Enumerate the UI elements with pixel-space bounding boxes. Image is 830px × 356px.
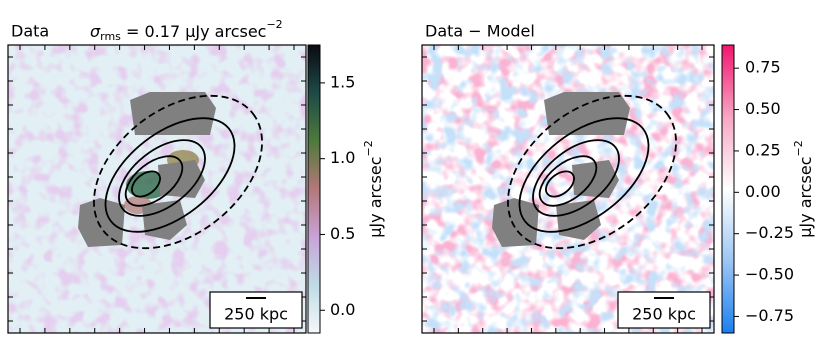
scale-label: 250 kpc xyxy=(632,305,696,324)
mask-region xyxy=(158,160,205,198)
noise-neg xyxy=(422,45,714,333)
contour xyxy=(545,170,575,198)
subscript: rms xyxy=(100,30,121,43)
colorbar-tick-label: 0.0 xyxy=(330,300,355,319)
symbol: σ xyxy=(90,22,101,41)
colorbar-tick-label: 0.00 xyxy=(745,182,781,201)
mask-region xyxy=(492,198,539,247)
mask-region xyxy=(130,92,216,135)
superscript: −2 xyxy=(792,140,805,156)
label-text: μJy arcsec xyxy=(796,156,815,237)
contour xyxy=(93,94,263,250)
colorbar-tick-label: 0.25 xyxy=(745,140,781,159)
colorbar-tick-label: −0.50 xyxy=(745,265,794,284)
image xyxy=(422,45,714,333)
contour xyxy=(507,94,677,250)
colorbar-tick-label: 0.50 xyxy=(745,99,781,118)
image-frame xyxy=(421,44,715,334)
colorbar-tick-label: 0.5 xyxy=(330,224,355,243)
contour xyxy=(518,117,650,233)
contour xyxy=(124,155,184,207)
label-text: μJy arcsec xyxy=(366,156,385,237)
mask-region xyxy=(572,160,619,198)
colorbar-tick-label: 0.75 xyxy=(745,58,781,77)
contour xyxy=(131,170,161,198)
panel: 250 kpc Data − Model −0.75 −0.50 −0.25 0.00 0.… xyxy=(421,22,815,334)
annotation: σrms = 0.17 μJy arcsec−2 xyxy=(90,18,283,43)
mask-region xyxy=(544,92,630,135)
superscript: −2 xyxy=(266,18,282,31)
colorbar-tick-label: −0.25 xyxy=(745,223,794,242)
contour xyxy=(538,155,598,207)
image xyxy=(8,45,306,333)
colorbar xyxy=(307,44,321,334)
panel-title: Data − Model xyxy=(425,22,535,41)
contour xyxy=(532,139,620,217)
superscript: −2 xyxy=(362,140,375,156)
contour xyxy=(104,117,236,233)
panel-title: Data xyxy=(11,22,49,41)
colorbar-label: μJy arcsec−2 xyxy=(362,140,385,237)
colorbar-tick-label: 1.5 xyxy=(330,72,355,91)
colorbar-tick-label: 1.0 xyxy=(330,148,355,167)
scale-label: 250 kpc xyxy=(224,305,288,324)
mask-region xyxy=(78,198,125,247)
colorbar xyxy=(721,44,735,334)
annotation-text: = 0.17 μJy arcsec xyxy=(121,22,267,41)
colorbar-tick-label: −0.75 xyxy=(745,306,794,325)
colorbar-label: μJy arcsec−2 xyxy=(792,140,815,237)
image-frame xyxy=(7,44,307,334)
contour xyxy=(118,139,206,217)
